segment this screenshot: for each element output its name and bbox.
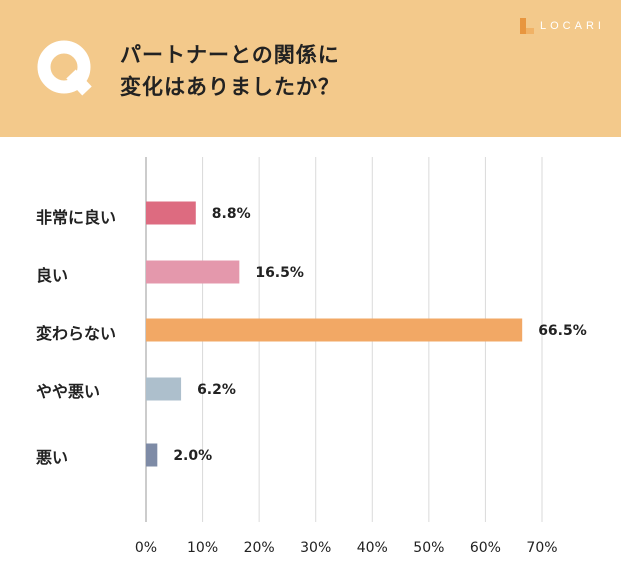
header-banner: パートナーとの関係に 変化はありましたか？ LOCARI — [0, 0, 621, 137]
bar — [146, 260, 240, 284]
chart-canvas: 0% 10% 20% 30% 40% 50% 60% 70% 8.8% 16.5% 66.5% 6.2… — [135, 157, 587, 556]
bar — [146, 201, 196, 225]
question-line-1: パートナーとの関係に — [120, 43, 340, 67]
question-title: パートナーとの関係に 変化はありましたか？ — [120, 39, 340, 103]
q-icon — [37, 40, 92, 96]
category-label: 良い — [36, 266, 69, 285]
x-tick-label: 0% — [135, 540, 157, 556]
x-tick-label: 70% — [526, 540, 557, 556]
bar — [146, 377, 182, 401]
bar — [146, 443, 158, 467]
category-label: 悪い — [36, 448, 69, 467]
x-tick-label: 50% — [413, 540, 444, 556]
x-tick-label: 10% — [187, 540, 218, 556]
brand-name: LOCARI — [540, 20, 605, 32]
x-tick-label: 20% — [244, 540, 275, 556]
bar-chart: 0% 10% 20% 30% 40% 50% 60% 70% 8.8% 16.5% 66.5% 6.2… — [0, 137, 621, 578]
category-label: 変わらない — [36, 324, 117, 343]
x-tick-label: 40% — [357, 540, 388, 556]
value-label: 8.8% — [212, 206, 251, 222]
question-line-2: 変化はありましたか？ — [120, 75, 340, 99]
x-tick-label: 60% — [470, 540, 501, 556]
value-label: 16.5% — [255, 265, 304, 281]
value-label: 6.2% — [197, 382, 236, 398]
value-label: 2.0% — [173, 448, 212, 464]
x-tick-label: 30% — [300, 540, 331, 556]
category-label: 非常に良い — [36, 208, 117, 227]
category-label: やや悪い — [36, 382, 101, 401]
bar — [146, 318, 523, 342]
brand-logo: LOCARI — [520, 18, 605, 34]
value-label: 66.5% — [538, 323, 587, 339]
brand-mark-icon — [520, 18, 534, 34]
